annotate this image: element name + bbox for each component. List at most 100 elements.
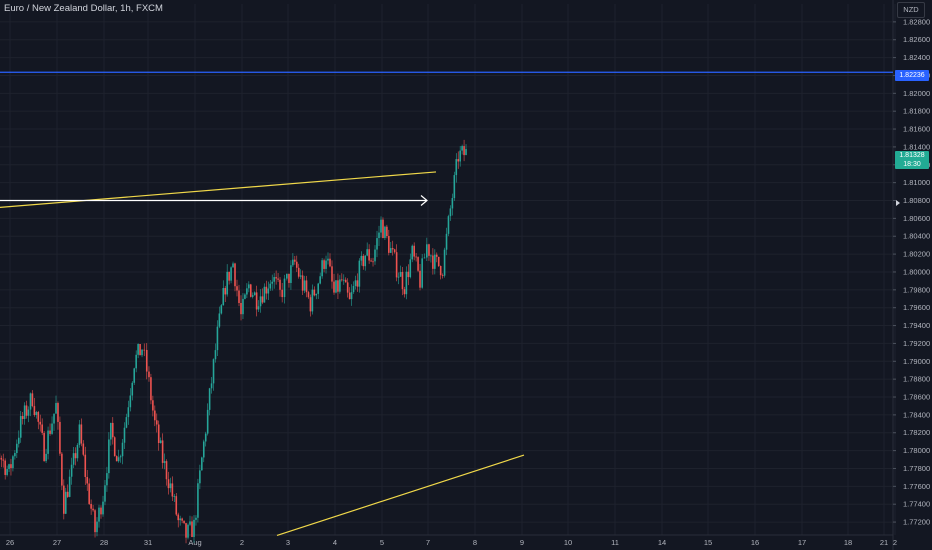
candle-body [131, 382, 134, 396]
candle-body [348, 292, 351, 300]
candle-body [37, 412, 40, 422]
candle-body [236, 286, 238, 291]
time-tick-label: 21 [880, 538, 888, 547]
candle-body [372, 261, 374, 263]
drawings[interactable] [0, 71, 900, 537]
candle-body [397, 276, 400, 278]
candle-body [179, 518, 181, 521]
candle-body [455, 159, 458, 176]
candle-body [409, 259, 412, 278]
candle-body [386, 226, 388, 237]
candle-body [248, 284, 250, 289]
candle-body [376, 238, 378, 250]
time-tick-label: 31 [144, 538, 152, 547]
candle-body [346, 282, 349, 293]
price-tick-label: 1.77400 [903, 500, 930, 509]
trendline-lower[interactable] [276, 454, 525, 537]
candle-body [435, 254, 438, 257]
time-tick-label: 27 [53, 538, 61, 547]
candle-body [434, 254, 436, 269]
candle-body [210, 383, 213, 389]
candle-body [439, 265, 442, 276]
price-tick-label: 1.80400 [903, 232, 930, 241]
candle-body [155, 420, 158, 425]
candle-body [23, 405, 26, 419]
candle-body [339, 279, 341, 292]
candle-body [403, 289, 406, 295]
candle-body [249, 284, 252, 297]
candle-body [389, 248, 392, 253]
price-tick-label: 1.80200 [903, 250, 930, 259]
candle-body [35, 412, 38, 415]
time-tick-label: 17 [798, 538, 806, 547]
currency-button[interactable]: NZD [897, 2, 925, 18]
candle-body [49, 430, 51, 434]
candle-body [74, 453, 77, 459]
candle-body [253, 292, 256, 296]
candle-body [165, 461, 168, 480]
candle-body [82, 443, 85, 455]
price-tick-label: 1.79200 [903, 339, 930, 348]
time-tick-label: 14 [658, 538, 666, 547]
candle-body [261, 296, 264, 303]
candle-body [59, 421, 61, 454]
candle-body [51, 423, 53, 434]
candle-body [391, 248, 394, 250]
candle-body [96, 521, 98, 533]
candle-body [220, 305, 223, 314]
time-tick-label: 2 [240, 538, 244, 547]
candle-body [115, 456, 118, 462]
candle-body [327, 258, 329, 261]
candle-body [443, 249, 446, 276]
candle-body [197, 483, 199, 518]
candle-body [53, 413, 55, 424]
candle-body [76, 444, 79, 459]
candle-body [78, 424, 81, 445]
candle-body [98, 507, 100, 522]
candle-body [309, 297, 312, 312]
candle-body [84, 454, 87, 477]
candle-body [141, 349, 143, 356]
candle-body [181, 518, 183, 521]
candle-body [218, 313, 221, 327]
time-tick-label: 10 [564, 538, 572, 547]
candle-body [152, 400, 154, 411]
price-tick-label: 1.78600 [903, 393, 930, 402]
candle-body [199, 470, 201, 484]
candle-body [111, 422, 114, 438]
candle-body [259, 296, 262, 307]
candle-body [57, 403, 59, 422]
candle-body [246, 288, 248, 295]
candle-body [299, 275, 302, 277]
trendline-upper[interactable] [0, 171, 437, 210]
candle-body [177, 514, 180, 521]
time-axis[interactable]: 26 27 28 31 Aug 2 3 4 5 7 8 9 10 11 14 15 16 17 18 21 2 [6, 538, 897, 547]
time-tick-label: 15 [704, 538, 712, 547]
time-tick-label: 5 [380, 538, 384, 547]
price-tick-label: 1.80000 [903, 267, 930, 276]
candle-body [269, 283, 272, 289]
candle-body [55, 403, 57, 414]
candle-body [242, 298, 244, 315]
candle-body [368, 249, 370, 261]
candle-body [66, 491, 69, 497]
candle-body [275, 277, 277, 279]
candle-body [139, 344, 141, 356]
arrow-head[interactable] [420, 195, 428, 206]
candle-body [301, 275, 304, 291]
candle-body [189, 521, 191, 525]
candle-body [12, 456, 14, 469]
candle-body [395, 252, 398, 278]
last-price-tag: 1.81328 18:30 [895, 151, 929, 169]
candle-body [110, 422, 112, 440]
candle-body [212, 359, 215, 384]
candle-body [31, 393, 34, 407]
candle-body [364, 255, 367, 267]
candle-body [123, 427, 126, 443]
candle-body [286, 273, 288, 279]
candle-body [238, 290, 240, 303]
candle-body [161, 440, 164, 463]
candle-body [358, 260, 361, 287]
price-tick-label: 1.82800 [903, 17, 930, 26]
